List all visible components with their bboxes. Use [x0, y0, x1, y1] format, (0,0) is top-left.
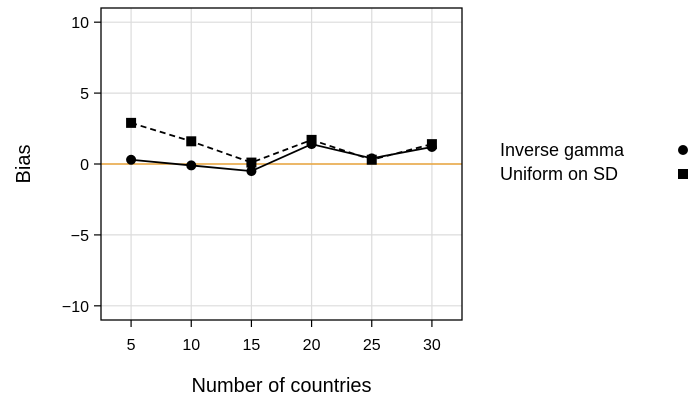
x-axis-title: Number of countries — [191, 375, 371, 397]
y-tick-label-1: 5 — [80, 86, 89, 103]
y-axis-title: Bias — [13, 145, 35, 184]
y-axis-ticks: 10 5 0 −5 −10 — [62, 15, 101, 316]
legend-key-square-icon — [678, 169, 688, 179]
legend-key-circle-icon — [678, 145, 688, 155]
x-tick-label-15: 15 — [243, 337, 261, 354]
legend-label-inverse-gamma: Inverse gamma — [500, 140, 625, 160]
x-tick-label-30: 30 — [423, 337, 441, 354]
x-tick-label-5: 5 — [127, 337, 136, 354]
series-line-1 — [130, 122, 433, 164]
legend: Inverse gamma Uniform on SD — [500, 140, 688, 184]
series-group — [126, 117, 437, 177]
legend-label-uniform-on-sd: Uniform on SD — [500, 164, 618, 184]
point-s1-5 — [126, 117, 137, 128]
point-s0-15 — [246, 166, 257, 177]
series-line-0 — [130, 143, 433, 173]
point-s1-15 — [246, 157, 257, 168]
point-s1-20 — [306, 134, 317, 145]
y-tick-label-4: −10 — [62, 299, 89, 316]
y-tick-label-3: −5 — [71, 228, 89, 245]
x-tick-label-25: 25 — [363, 337, 381, 354]
x-tick-label-10: 10 — [182, 337, 200, 354]
y-tick-label-0: 10 — [71, 15, 89, 32]
point-s0-5 — [126, 154, 137, 165]
y-tick-label-2: 0 — [80, 157, 89, 174]
point-s1-30 — [426, 139, 437, 150]
point-s1-10 — [186, 136, 197, 147]
x-axis-ticks: 5 10 15 20 25 30 — [127, 320, 441, 354]
point-s0-10 — [186, 160, 197, 171]
point-s1-25 — [366, 154, 377, 165]
x-tick-label-20: 20 — [303, 337, 321, 354]
